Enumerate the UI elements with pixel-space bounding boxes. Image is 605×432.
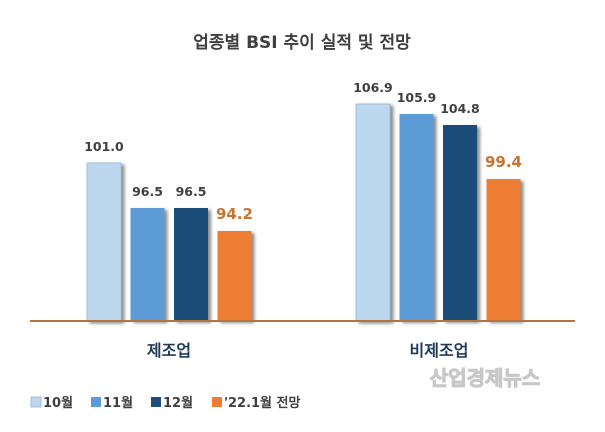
legend: 10월 11월 12월 '22.1월 전망 bbox=[30, 395, 301, 411]
bar bbox=[355, 103, 391, 322]
bar bbox=[130, 208, 165, 321]
data-label: 94.2 bbox=[216, 205, 253, 223]
data-label: 105.9 bbox=[397, 90, 437, 105]
bar bbox=[399, 114, 434, 321]
legend-label: 11월 bbox=[103, 395, 133, 411]
category-label: 제조업 bbox=[147, 341, 191, 360]
legend-label: '22.1월 전망 bbox=[224, 395, 301, 411]
legend-label: 10월 bbox=[43, 395, 73, 411]
data-label: 96.5 bbox=[132, 184, 163, 199]
bar bbox=[86, 162, 122, 322]
legend-label: 12월 bbox=[163, 395, 193, 411]
data-label: 96.5 bbox=[176, 184, 207, 199]
bar bbox=[217, 231, 252, 321]
data-label: 101.0 bbox=[84, 139, 124, 154]
chart-title: 업종별 BSI 추이 실적 및 전망 bbox=[193, 33, 411, 53]
data-label: 104.8 bbox=[440, 101, 480, 116]
legend-swatch bbox=[91, 397, 101, 407]
legend-swatch bbox=[212, 397, 222, 407]
data-label: 99.4 bbox=[485, 153, 522, 171]
legend-swatch bbox=[30, 396, 42, 408]
bar bbox=[486, 179, 521, 321]
data-label: 106.9 bbox=[353, 80, 393, 95]
category-label: 비제조업 bbox=[410, 341, 469, 360]
watermark: 산업경제뉴스 bbox=[430, 366, 540, 390]
legend-swatch bbox=[151, 397, 161, 407]
bar bbox=[443, 125, 477, 321]
bar bbox=[174, 208, 208, 321]
